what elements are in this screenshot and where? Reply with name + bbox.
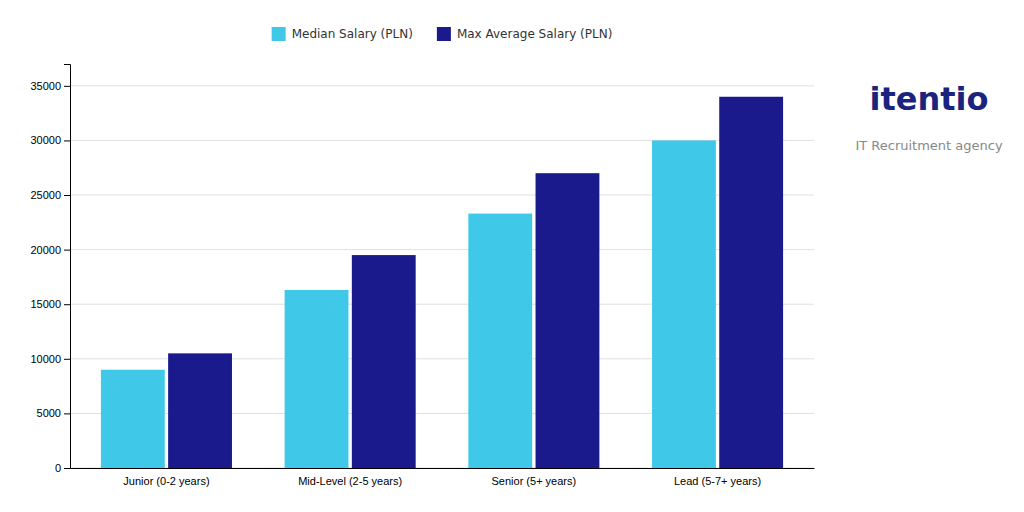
y-tick-label: 5000 <box>37 407 61 419</box>
bar <box>719 97 783 468</box>
chart: 0 5000 10000 15000 20000 25000 30000 35000 Junio… <box>0 0 1024 512</box>
x-tick: Lead (5-7+ years) <box>674 475 761 487</box>
plot: 0 5000 10000 15000 20000 25000 30000 35000 Junio… <box>30 65 814 487</box>
y-tick: 10000 <box>30 353 70 365</box>
y-tick-mark <box>64 413 70 414</box>
x-tick: Mid-Level (2-5 years) <box>298 475 402 487</box>
y-tick: 30000 <box>30 134 70 146</box>
y-tick-mark <box>64 140 70 141</box>
y-tick-mark <box>64 195 70 196</box>
legend: Median Salary (PLN) Max Average Salary (P… <box>272 27 613 41</box>
grid-line <box>70 85 814 86</box>
y-tick: 5000 <box>37 407 70 419</box>
y-tick: 35000 <box>30 80 70 92</box>
bar <box>101 370 165 468</box>
legend-label: Median Salary (PLN) <box>292 27 413 41</box>
y-axis: 0 5000 10000 15000 20000 25000 30000 35000 <box>30 65 70 475</box>
x-tick-label: Junior (0-2 years) <box>123 475 209 487</box>
y-tick-mark <box>64 86 70 87</box>
bar-series <box>101 140 716 468</box>
y-tick-mark <box>64 359 70 360</box>
y-tick: 0 <box>55 462 70 474</box>
annotation: IT Recruitment agency <box>855 138 1003 153</box>
y-tick: 25000 <box>30 189 70 201</box>
y-tick-label: 10000 <box>30 353 61 365</box>
bar <box>168 353 232 468</box>
annotation: itentio <box>870 80 989 118</box>
y-tick-label: 15000 <box>30 298 61 310</box>
x-tick-label: Lead (5-7+ years) <box>674 475 761 487</box>
y-tick-label: 20000 <box>30 244 61 256</box>
y-tick-label: 35000 <box>30 80 61 92</box>
y-tick-label: 30000 <box>30 134 61 146</box>
bar <box>352 255 416 468</box>
y-tick-mark <box>64 250 70 251</box>
y-tick-label: 0 <box>55 462 61 474</box>
annotations: itentio IT Recruitment agency <box>855 80 1003 153</box>
legend-swatch <box>272 27 286 41</box>
x-axis-line <box>71 468 815 469</box>
y-tick-mark <box>64 304 70 305</box>
bar <box>536 173 600 468</box>
x-tick-label: Mid-Level (2-5 years) <box>298 475 402 487</box>
legend-label: Max Average Salary (PLN) <box>457 27 612 41</box>
legend-item: Median Salary (PLN) <box>272 27 413 41</box>
y-tick: 20000 <box>30 244 70 256</box>
x-tick: Senior (5+ years) <box>492 475 577 487</box>
x-tick-label: Senior (5+ years) <box>492 475 577 487</box>
x-tick: Junior (0-2 years) <box>123 475 209 487</box>
x-axis: Junior (0-2 years) Mid-Level (2-5 years) S… <box>71 469 815 487</box>
y-tick-mark <box>64 468 70 469</box>
legend-swatch <box>437 27 451 41</box>
bar <box>652 140 716 468</box>
grid <box>70 86 814 468</box>
bars <box>101 97 783 468</box>
y-axis-line <box>64 65 71 469</box>
y-tick: 15000 <box>30 298 70 310</box>
bar-series <box>168 97 783 468</box>
legend-item: Max Average Salary (PLN) <box>437 27 612 41</box>
y-tick-label: 25000 <box>30 189 61 201</box>
bar <box>285 290 349 468</box>
bar <box>468 214 532 468</box>
